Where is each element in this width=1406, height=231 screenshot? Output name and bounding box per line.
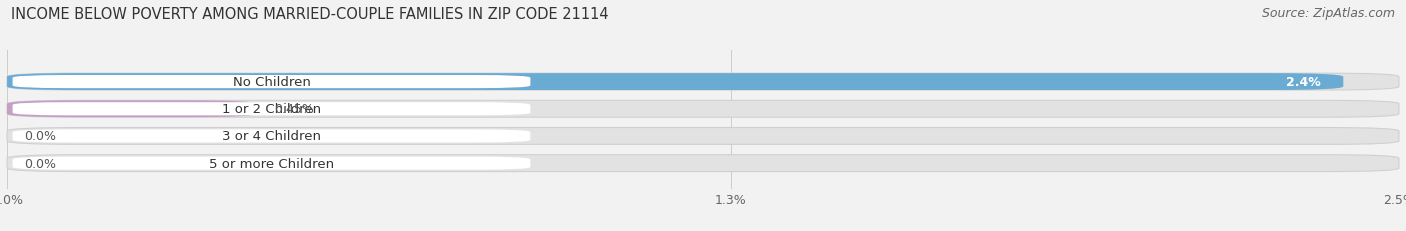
FancyBboxPatch shape <box>13 76 530 89</box>
FancyBboxPatch shape <box>13 103 530 116</box>
Text: Source: ZipAtlas.com: Source: ZipAtlas.com <box>1261 7 1395 20</box>
FancyBboxPatch shape <box>7 101 257 118</box>
Text: 5 or more Children: 5 or more Children <box>209 157 335 170</box>
FancyBboxPatch shape <box>13 157 530 170</box>
FancyBboxPatch shape <box>7 101 1399 118</box>
Text: 0.0%: 0.0% <box>24 130 56 143</box>
Text: 3 or 4 Children: 3 or 4 Children <box>222 130 321 143</box>
Text: 0.0%: 0.0% <box>24 157 56 170</box>
FancyBboxPatch shape <box>7 155 1399 172</box>
Text: 1 or 2 Children: 1 or 2 Children <box>222 103 321 116</box>
FancyBboxPatch shape <box>7 128 1399 145</box>
FancyBboxPatch shape <box>7 74 1399 91</box>
Text: INCOME BELOW POVERTY AMONG MARRIED-COUPLE FAMILIES IN ZIP CODE 21114: INCOME BELOW POVERTY AMONG MARRIED-COUPL… <box>11 7 609 22</box>
Text: 2.4%: 2.4% <box>1286 76 1322 89</box>
FancyBboxPatch shape <box>13 130 530 143</box>
FancyBboxPatch shape <box>7 74 1343 91</box>
Text: 0.45%: 0.45% <box>274 103 314 116</box>
Text: No Children: No Children <box>232 76 311 89</box>
